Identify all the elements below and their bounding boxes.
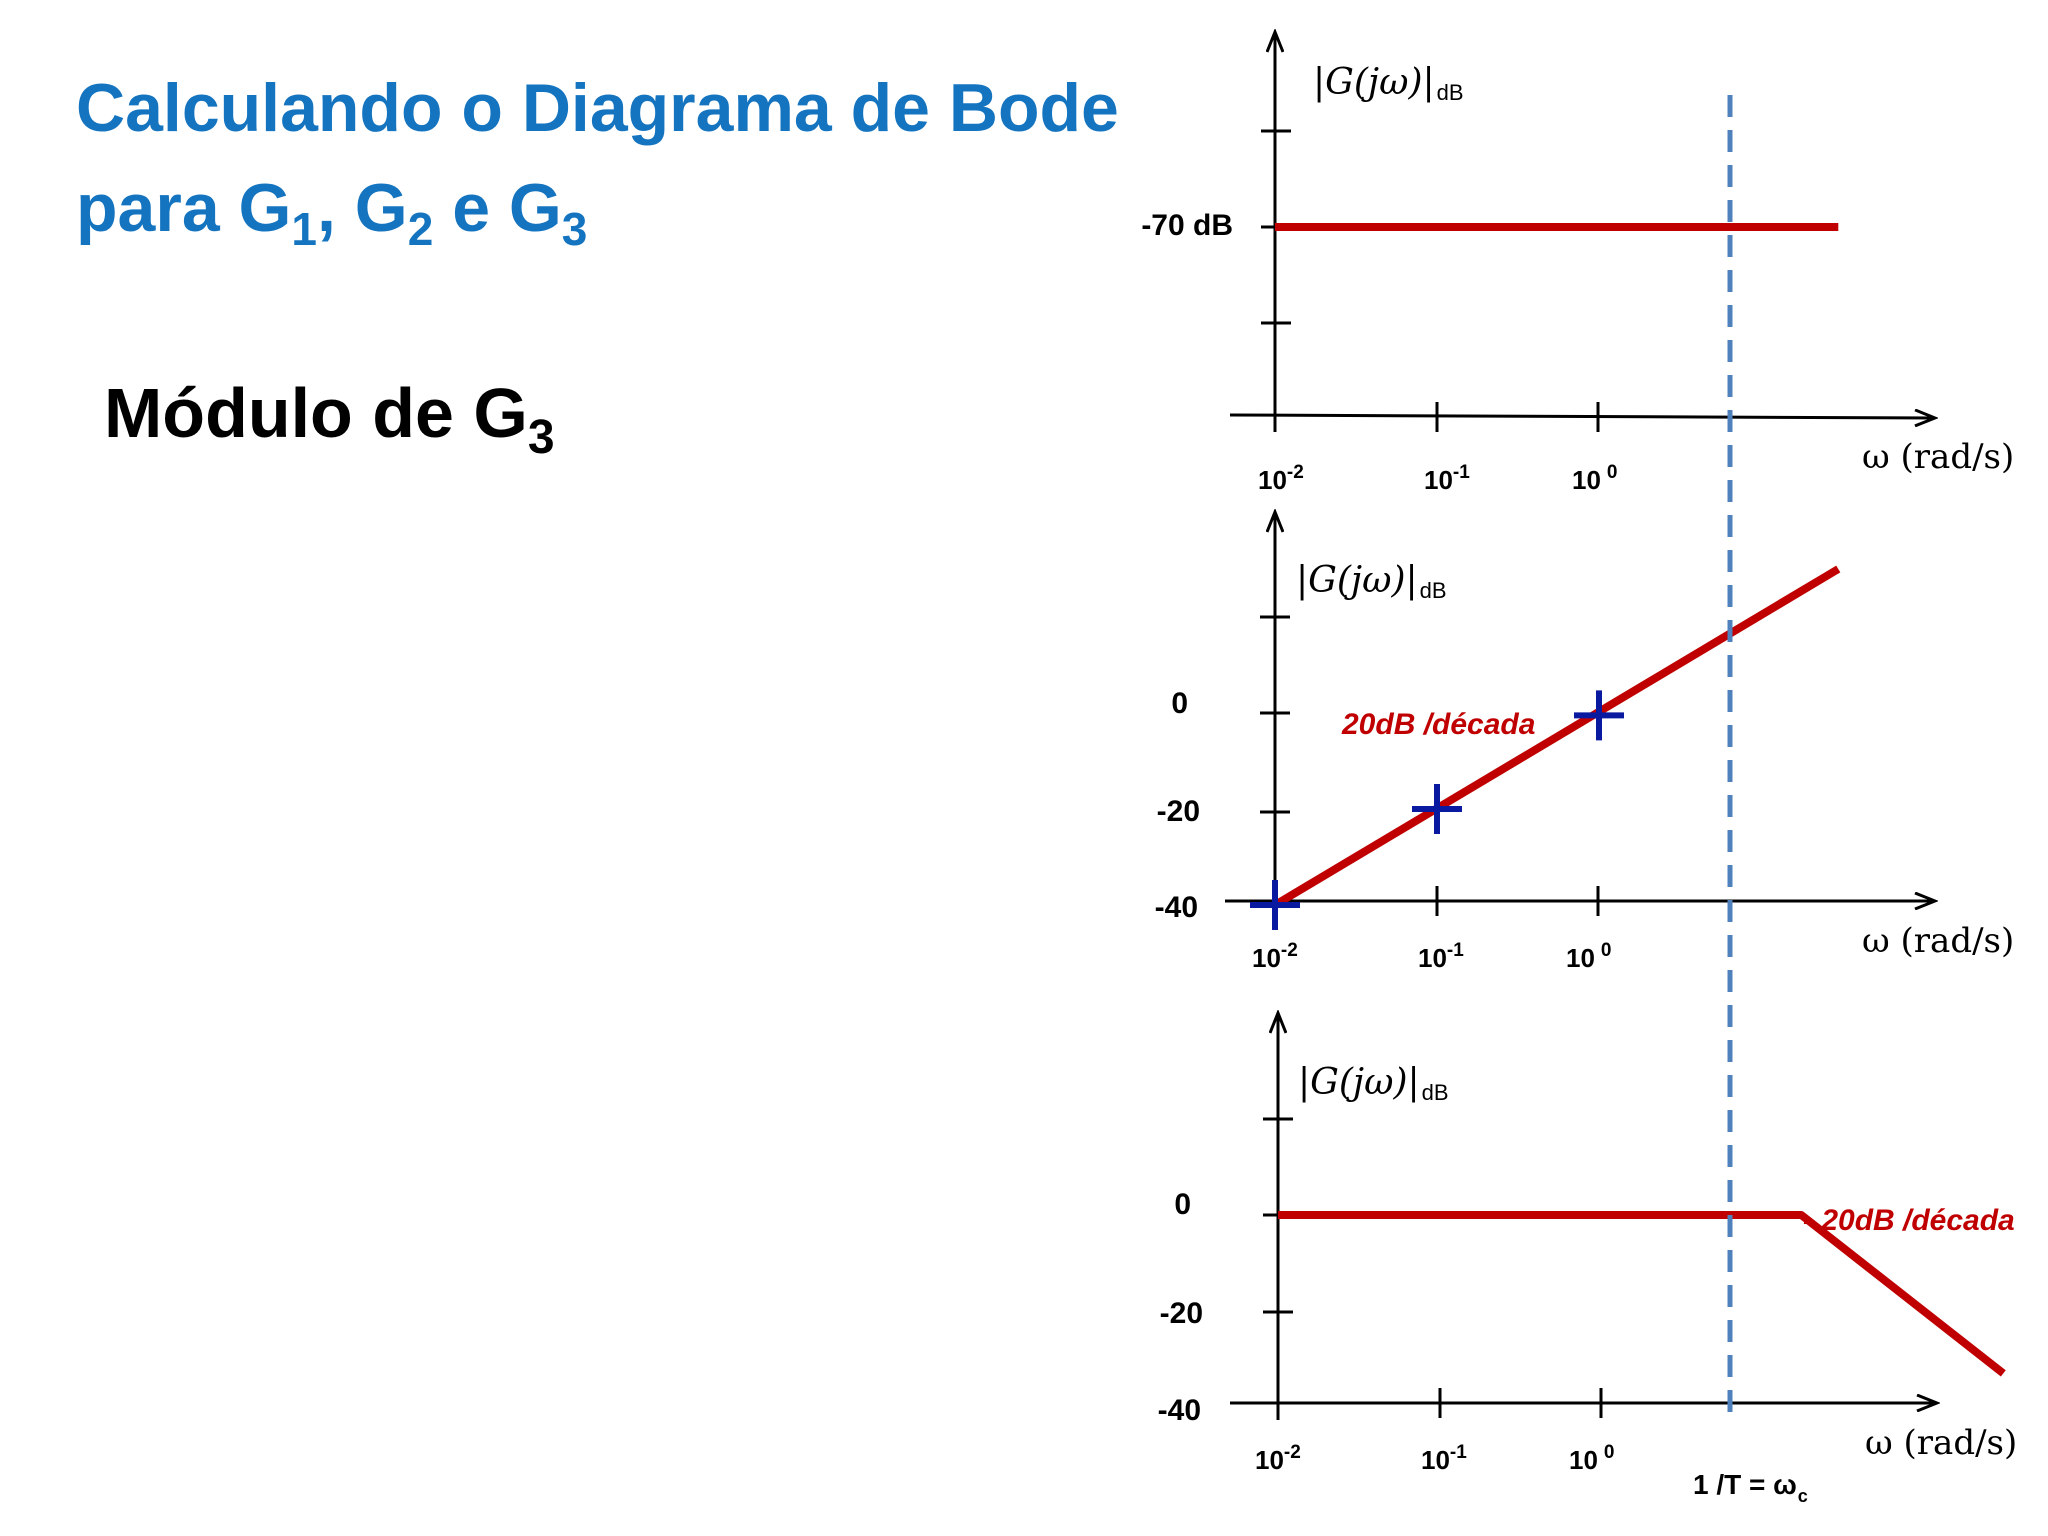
panel-3-y-label: |G(jω)|dB — [1298, 1062, 1449, 1105]
panel-2-y-tick-label: 0 — [1171, 687, 1188, 720]
panel-3-magnitude-curve — [1278, 1211, 2006, 1377]
plus-marker — [1412, 784, 1462, 834]
panel-3-x-tick-label: 10 0 — [1569, 1442, 1615, 1475]
panel-1-x-label: ω (rad/s) — [1862, 437, 2014, 477]
panel-2: |G(jω)|dB 0 -20 -40 10-2 10-1 10 0 ω (rad… — [1155, 512, 2014, 973]
panel-1-y-tick-label: -70 dB — [1141, 209, 1233, 242]
panel-3-y-tick-label: -20 — [1160, 1297, 1203, 1330]
panel-2-x-tick-label: 10-1 — [1418, 940, 1464, 973]
panel-2-y-tick-label: -20 — [1157, 795, 1200, 828]
panel-1-x-tick-label: 10-1 — [1424, 462, 1470, 495]
title-line-2: para G1, G2 e G3 — [76, 170, 588, 255]
plus-marker — [1250, 880, 1300, 930]
panel-1-x-tick-label: 10-2 — [1258, 462, 1304, 495]
slide-title: Calculando o Diagrama de Bode para G1, G… — [76, 58, 1119, 258]
panel-1-x-tick-label: 10 0 — [1572, 462, 1618, 495]
panel-3-x-tick-label: 10-2 — [1255, 1442, 1301, 1475]
section-heading: Módulo de G3 — [104, 374, 555, 464]
panel-2-markers — [1250, 690, 1624, 930]
panel-3: |G(jω)|dB 0 -20 -40 10-2 10-1 10 0 ω (rad… — [1158, 1013, 2017, 1506]
plus-marker — [1574, 690, 1624, 741]
panel-3-y-tick-label: 0 — [1174, 1188, 1191, 1221]
title-line-1: Calculando o Diagrama de Bode — [76, 70, 1119, 146]
panel-3-x-tick-label: 10-1 — [1421, 1442, 1467, 1475]
panel-2-y-tick-label: -40 — [1155, 891, 1198, 924]
panel-2-x-label: ω (rad/s) — [1862, 921, 2014, 961]
panel-2-magnitude-curve — [1272, 565, 1841, 909]
panel-1: |G(jω)|dB -70 dB 10-2 10-1 10 0 ω (rad/s) — [1141, 32, 2014, 495]
panel-2-y-label: |G(jω)|dB — [1296, 560, 1447, 603]
panel-1-y-label: |G(jω)|dB — [1313, 62, 1464, 105]
panel-2-x-tick-label: 10 0 — [1566, 940, 1612, 973]
panel-3-slope-annotation: - 20dB /década — [1803, 1204, 2015, 1237]
corner-frequency-label: 1 /T = ωc — [1693, 1469, 1808, 1506]
panel-2-x-tick-label: 10-2 — [1252, 940, 1298, 973]
panel-2-slope-annotation: 20dB /década — [1341, 708, 1535, 741]
panel-3-y-tick-label: -40 — [1158, 1394, 1201, 1427]
panel-1-x-axis — [1229, 415, 1935, 418]
panel-3-x-label: ω (rad/s) — [1865, 1423, 2017, 1463]
